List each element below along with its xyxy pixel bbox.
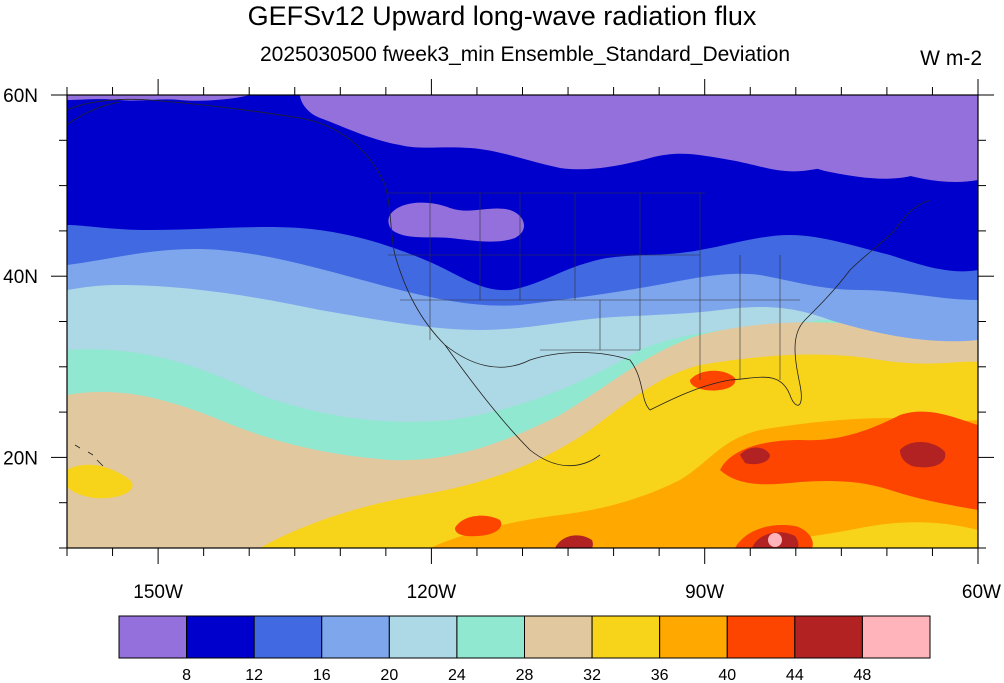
colorbar-swatch <box>794 615 863 659</box>
colorbar-label: 28 <box>516 667 534 683</box>
band-44-mid <box>455 515 502 537</box>
colorbar-label: 32 <box>583 667 601 683</box>
colorbar-swatch <box>321 615 390 659</box>
colorbar-swatch <box>861 615 931 659</box>
band-48-west <box>740 447 770 465</box>
map-subtitle: 2025030500 fweek3_min Ensemble_Standard_… <box>259 43 791 66</box>
lat-label: 40N <box>3 267 38 288</box>
colorbar-swatch <box>388 615 458 659</box>
map-title: GEFSv12 Upward long-wave radiation flux <box>247 1 757 31</box>
colorbar-label: 44 <box>786 667 804 683</box>
lon-label: 150W <box>133 582 183 603</box>
colorbar-swatch <box>118 615 188 659</box>
colorbar-label: 16 <box>313 667 331 683</box>
colorbar-label: 48 <box>854 667 872 683</box>
colorbar-swatch <box>456 615 525 659</box>
band-48-mid <box>555 535 593 548</box>
lon-label: 120W <box>407 582 457 603</box>
lat-label: 60N <box>3 86 38 107</box>
units-label: W m-2 <box>920 47 982 70</box>
colorbar-swatch <box>253 615 323 659</box>
contour-field <box>67 95 978 548</box>
lon-label: 90W <box>685 582 724 603</box>
colorbar-label: 12 <box>245 667 263 683</box>
colorbar-swatch <box>186 615 255 659</box>
north-america-coast <box>67 98 931 411</box>
colorbar-label: 40 <box>718 667 736 683</box>
colorbar-swatch <box>524 615 593 659</box>
colorbar-label: 24 <box>448 667 466 683</box>
band-36-west <box>67 464 133 499</box>
band-44-gulf <box>690 370 736 391</box>
coastlines <box>67 98 931 467</box>
alaska-coast <box>67 101 121 126</box>
colorbar-label: 20 <box>380 667 398 683</box>
colorbar-swatch <box>726 615 796 659</box>
latitude-labels: 60N 40N 20N <box>3 86 38 469</box>
axis-ticks <box>51 79 994 564</box>
colorbar-swatch <box>591 615 661 659</box>
lat-label: 20N <box>3 448 38 469</box>
state-borders <box>388 192 800 380</box>
lon-label: 60W <box>962 582 1001 603</box>
colorbar <box>118 615 931 659</box>
longitude-labels: 150W 120W 90W 60W <box>133 582 1001 603</box>
band-8-atlantic <box>799 143 923 179</box>
colorbar-swatch <box>659 615 728 659</box>
colorbar-label: 8 <box>182 667 191 683</box>
colorbar-label: 36 <box>651 667 669 683</box>
mexico-coast <box>444 344 601 467</box>
band-48-east <box>900 441 946 468</box>
hawaii <box>74 444 104 467</box>
band-44-east <box>720 411 978 510</box>
band-8-west <box>67 95 250 101</box>
band-8-rockies <box>388 202 525 242</box>
band-over-48 <box>768 533 782 547</box>
colorbar-labels: 8 12 16 20 24 28 32 36 40 44 48 <box>182 667 871 683</box>
